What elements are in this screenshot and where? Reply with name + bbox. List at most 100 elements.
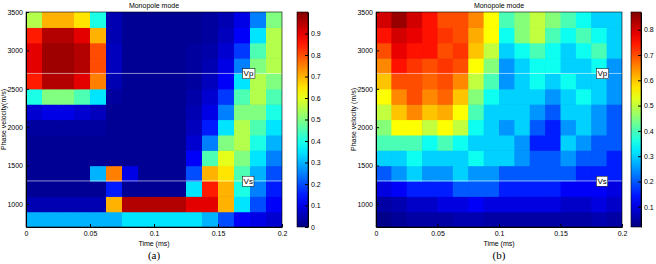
annotation-box [596, 176, 607, 186]
colorbar-tick: 0.9 [305, 30, 321, 37]
heat-cell [422, 73, 438, 89]
heat-cell [186, 166, 203, 182]
heat-cell [453, 181, 469, 197]
annotation: Vp [596, 69, 608, 79]
heat-cell [422, 89, 438, 105]
heat-cell [391, 27, 407, 43]
heat-cell [576, 58, 592, 74]
heat-cell [607, 196, 622, 212]
heat-cell [591, 27, 607, 43]
heat-cell [74, 73, 91, 89]
colorbar-axis: 0.10.20.30.40.50.60.70.8 [638, 13, 654, 228]
heat-cell [234, 104, 251, 120]
heat-cell [138, 12, 155, 28]
x-axis-title: Time (ms) [138, 240, 169, 248]
y-tick-label: 2000 [7, 124, 23, 131]
heat-cell [26, 12, 43, 28]
heat-cell [545, 89, 561, 105]
y-tick: 2000 [7, 124, 29, 131]
heat-cell [561, 135, 577, 151]
heat-cell [106, 43, 123, 59]
heat-cell [122, 89, 139, 105]
heat-cell [106, 120, 123, 136]
heat-cell [138, 166, 155, 182]
x-tick: 0.2 [618, 224, 628, 237]
heat-cell [453, 27, 469, 43]
heat-cell [90, 12, 107, 28]
x-axis-line [27, 227, 283, 228]
heat-cell [514, 120, 530, 136]
heat-cell [561, 58, 577, 74]
heat-cell [530, 212, 546, 227]
heat-cell [453, 89, 469, 105]
heat-cell [122, 212, 139, 227]
heat-cell [26, 212, 43, 227]
y-tick-mark [26, 50, 29, 51]
heat-cell [122, 73, 139, 89]
colorbar-tick: 0.5 [305, 116, 321, 123]
heat-cell [74, 135, 91, 151]
colorbar-tick: 0.6 [305, 95, 321, 102]
heat-cell [484, 135, 500, 151]
heat-cell [154, 135, 171, 151]
heat-cell [453, 58, 469, 74]
heat-cell [576, 196, 592, 212]
heat-cell [545, 196, 561, 212]
heat-cell [154, 104, 171, 120]
heat-cell [438, 89, 454, 105]
heat-cell [484, 150, 500, 166]
heat-cell [266, 73, 282, 89]
heat-cell [42, 12, 59, 28]
heat-cell [499, 58, 515, 74]
x-tick-mark [218, 224, 219, 227]
heat-cell [90, 166, 107, 182]
y-tick: 1000 [357, 201, 379, 208]
heat-cell [170, 27, 187, 43]
heat-cell [106, 73, 123, 89]
colorbar-tick: 0.7 [305, 73, 321, 80]
colorbar [631, 12, 641, 227]
heat-cell [186, 135, 203, 151]
heat-cell [202, 43, 219, 59]
plot-frame [376, 12, 622, 227]
heat-cell [74, 27, 91, 43]
heat-cell [530, 166, 546, 182]
heat-cell [591, 104, 607, 120]
heat-cell [545, 73, 561, 89]
heat-cell [202, 89, 219, 105]
heat-cell [438, 27, 454, 43]
heat-cell [90, 43, 107, 59]
heat-cell [74, 89, 91, 105]
heat-cell [545, 166, 561, 182]
heat-cell [42, 212, 59, 227]
heat-cell [42, 181, 59, 197]
plot-frame [26, 12, 282, 227]
heat-cell [607, 120, 622, 136]
heat-cell [376, 104, 392, 120]
heat-cell [591, 43, 607, 59]
x-tick: 0.1 [150, 224, 160, 237]
heat-cell [122, 135, 139, 151]
heat-cell [545, 12, 561, 28]
y-tick: 3500 [357, 9, 379, 16]
heat-cell [499, 181, 515, 197]
heat-cell [154, 212, 171, 227]
heat-cell [186, 120, 203, 136]
heat-cell [438, 120, 454, 136]
heat-cell [26, 150, 43, 166]
heat-cell [591, 12, 607, 28]
heat-cell [138, 181, 155, 197]
heat-cell [591, 135, 607, 151]
colorbar-tick-mark [638, 207, 641, 208]
colorbar-tick-mark [638, 156, 641, 157]
y-tick-mark [26, 89, 29, 90]
y-axis: 100015002000250030003500 [7, 9, 29, 228]
x-tick-mark [154, 224, 155, 227]
heat-cell [122, 104, 139, 120]
colorbar-tick-mark [305, 163, 308, 164]
heat-cell [266, 212, 282, 227]
heat-cell [407, 89, 423, 105]
heat-cell [234, 120, 251, 136]
heat-cell [186, 212, 203, 227]
heat-cell [186, 58, 203, 74]
